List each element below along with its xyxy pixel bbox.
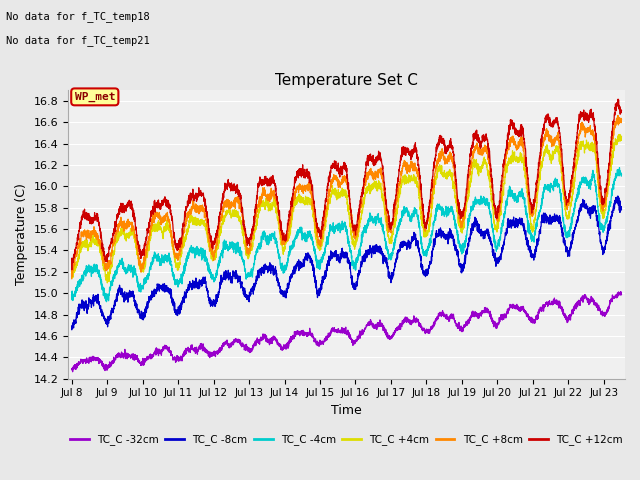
X-axis label: Time: Time [332,404,362,417]
Title: Temperature Set C: Temperature Set C [275,72,418,87]
Text: No data for f_TC_temp18: No data for f_TC_temp18 [6,11,150,22]
Text: No data for f_TC_temp21: No data for f_TC_temp21 [6,35,150,46]
Legend: TC_C -32cm, TC_C -8cm, TC_C -4cm, TC_C +4cm, TC_C +8cm, TC_C +12cm: TC_C -32cm, TC_C -8cm, TC_C -4cm, TC_C +… [66,430,627,449]
Y-axis label: Temperature (C): Temperature (C) [15,183,28,286]
Text: WP_met: WP_met [74,92,115,102]
